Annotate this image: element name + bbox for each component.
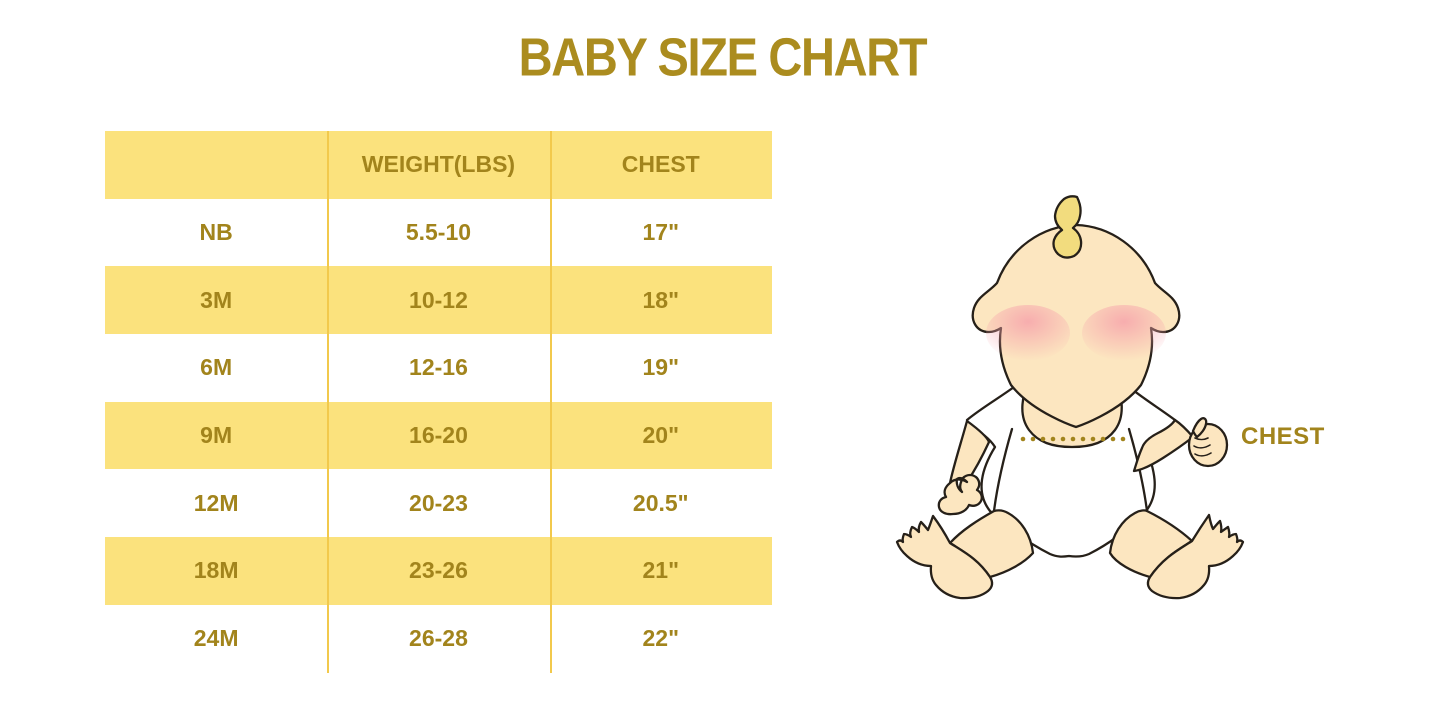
svg-text:CHEST: CHEST	[1241, 423, 1325, 450]
